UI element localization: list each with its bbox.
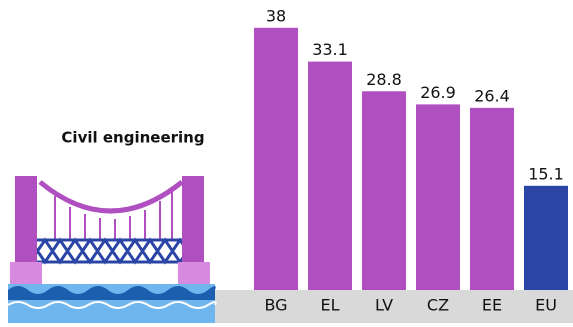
bar [362, 91, 406, 290]
x-tick-label: CZ [427, 296, 449, 315]
x-tick-label: BG [264, 296, 287, 315]
bar [308, 61, 352, 290]
bridge-illustration [7, 176, 217, 323]
value-label: 26.9 [420, 83, 456, 102]
value-label: 15.1 [528, 164, 564, 183]
x-tick-label: EL [320, 296, 339, 315]
value-label: 38 [266, 6, 286, 25]
bar [470, 107, 514, 290]
value-label: 26.4 [474, 86, 510, 105]
bar [416, 104, 460, 290]
value-label: 28.8 [366, 70, 402, 89]
x-tick-label: EE [482, 296, 502, 315]
x-tick-label: LV [375, 296, 393, 315]
chart-title: Civil engineering [61, 129, 204, 147]
baseline-band [215, 290, 573, 323]
x-tick-label: EU [535, 296, 557, 315]
value-label: 33.1 [312, 40, 348, 59]
bar [254, 27, 298, 291]
bar [524, 185, 568, 290]
